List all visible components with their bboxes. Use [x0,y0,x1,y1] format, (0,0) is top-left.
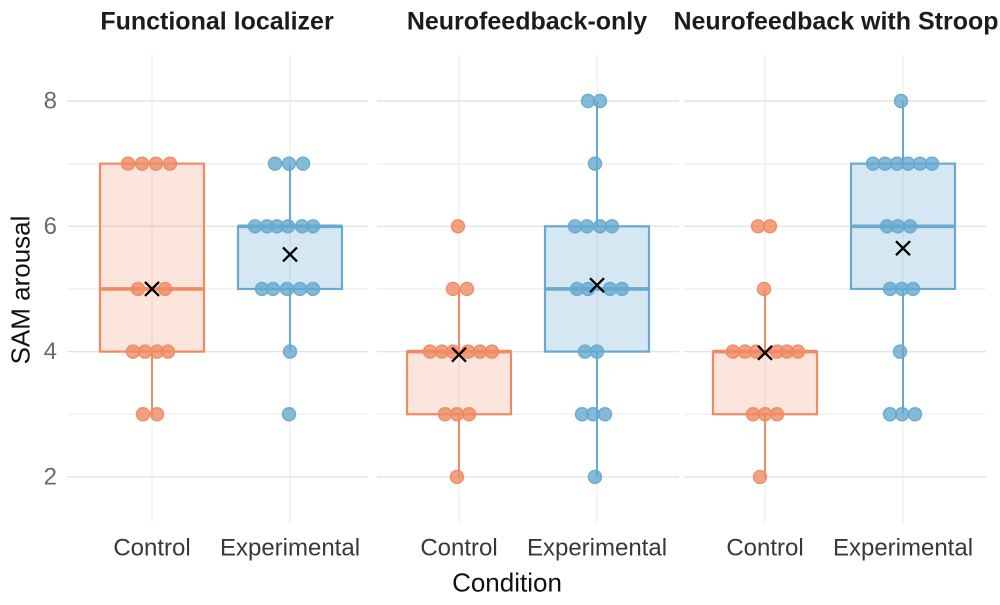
data-point [877,156,893,171]
data-point [449,469,465,485]
data-point [585,407,601,422]
mean-marker [282,246,298,263]
y-tick-label: 4 [44,338,57,365]
data-point [757,407,773,422]
data-point [725,344,741,359]
data-point [912,156,928,171]
x-tick-label: Experimental [833,535,973,562]
data-point [900,156,916,171]
data-point [769,407,785,422]
data-point [592,93,608,109]
data-point [882,407,898,422]
data-point [484,344,500,359]
data-point [790,344,806,359]
data-point [905,281,921,297]
data-point [762,219,778,234]
data-point [894,407,910,422]
data-point [130,281,146,297]
data-point [134,156,150,171]
data-point [281,156,297,171]
data-point [580,93,596,109]
data-point [461,407,477,422]
data-point [282,344,298,359]
data-point [247,219,263,234]
data-point [924,156,940,171]
data-point [604,219,620,234]
data-point [120,156,136,171]
box-control [98,162,206,353]
data-point [587,156,603,171]
data-point [890,219,906,234]
data-point [587,469,603,485]
data-point [305,219,321,234]
data-point [752,469,768,485]
data-point [907,407,923,422]
data-point [589,344,605,359]
data-point [449,407,465,422]
data-point [892,344,908,359]
x-tick-label: Control [113,535,190,562]
x-axis-title: Condition [452,567,562,598]
data-point [577,344,593,359]
mean-marker [895,240,911,257]
data-point [125,344,141,359]
data-point [445,281,461,297]
data-point [445,344,461,359]
data-point [281,407,297,422]
facet-title: Neurofeedback with Stroop [673,7,999,36]
y-tick-label: 8 [44,88,57,115]
data-point [865,156,881,171]
data-point [567,219,583,234]
data-point [135,407,151,422]
mean-marker [144,281,160,297]
data-point [893,93,909,109]
data-point [450,219,466,234]
data-point [902,219,918,234]
data-point [305,281,321,297]
facet-title: Functional localizer [100,7,334,36]
data-point [422,344,438,359]
data-point [602,281,618,297]
data-point [882,281,898,297]
data-point [756,281,772,297]
data-point [614,281,630,297]
x-tick-label: Control [726,535,803,562]
data-point [149,407,165,422]
box-experimental [236,225,344,291]
data-point [157,281,173,297]
data-point [148,156,164,171]
data-point [472,344,488,359]
data-point [750,219,766,234]
x-tick-label: Experimental [527,535,667,562]
mean-marker [589,277,605,294]
mean-marker [757,345,773,361]
data-point [745,407,761,422]
data-point [162,156,178,171]
y-axis-title: SAM arousal [5,215,36,365]
box-control [711,350,819,416]
data-point [292,281,308,297]
data-point [295,156,311,171]
data-point [280,219,296,234]
box-control [405,350,513,416]
data-point [279,281,295,297]
y-tick-label: 6 [44,213,57,240]
y-tick-label: 2 [44,463,57,490]
data-point [592,219,608,234]
data-point [137,344,153,359]
data-point [459,281,475,297]
x-tick-label: Experimental [220,535,360,562]
data-point [437,407,453,422]
facet-title: Neurofeedback-only [406,7,648,36]
data-point [265,281,281,297]
x-tick-label: Control [420,535,497,562]
data-point [597,407,613,422]
data-point [267,156,283,171]
data-point [579,219,595,234]
data-point [160,344,176,359]
mean-marker [451,346,467,363]
